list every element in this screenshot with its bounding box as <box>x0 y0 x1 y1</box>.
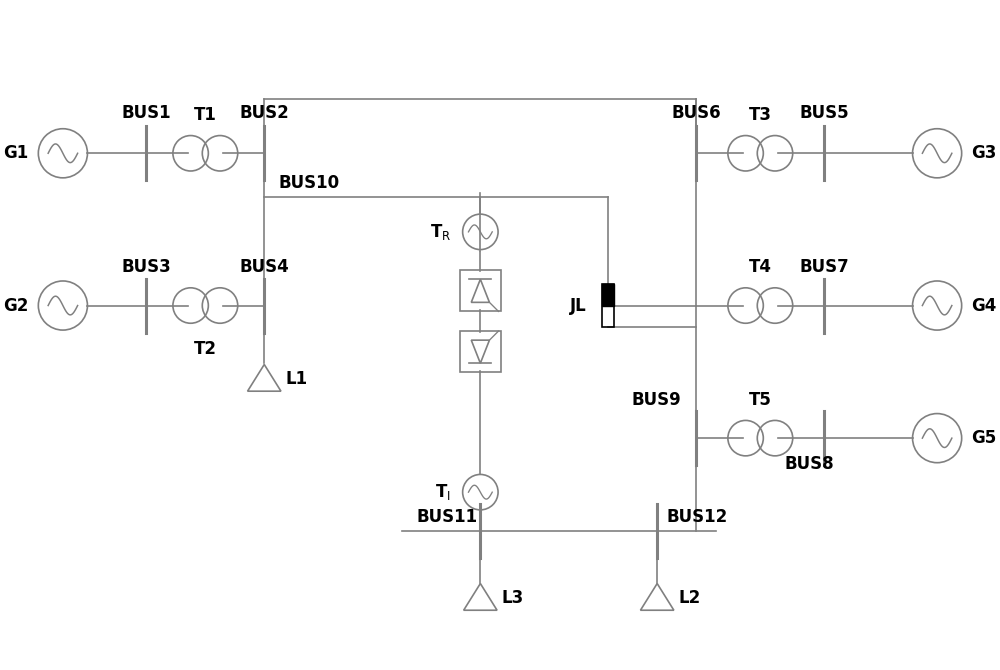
Bar <box>460 270 501 312</box>
Text: BUS3: BUS3 <box>122 258 171 276</box>
Text: BUS2: BUS2 <box>239 104 289 122</box>
Text: G2: G2 <box>3 297 29 314</box>
Text: BUS12: BUS12 <box>667 508 728 525</box>
Text: BUS6: BUS6 <box>672 104 721 122</box>
Text: BUS11: BUS11 <box>417 508 478 525</box>
Text: BUS1: BUS1 <box>122 104 171 122</box>
Text: G4: G4 <box>971 297 997 314</box>
Text: T4: T4 <box>749 258 772 276</box>
Text: L2: L2 <box>679 589 701 607</box>
Text: JL: JL <box>570 297 586 314</box>
Text: G3: G3 <box>971 144 997 162</box>
Bar <box>602 284 614 327</box>
Text: G5: G5 <box>971 429 997 447</box>
Text: T3: T3 <box>749 106 772 124</box>
Text: T1: T1 <box>194 106 217 124</box>
Text: T$_\mathrm{I}$: T$_\mathrm{I}$ <box>435 482 451 502</box>
Text: BUS9: BUS9 <box>632 391 682 409</box>
Text: BUS8: BUS8 <box>785 454 834 472</box>
Text: G1: G1 <box>3 144 29 162</box>
Text: BUS7: BUS7 <box>799 258 849 276</box>
Text: L1: L1 <box>286 371 308 388</box>
Text: BUS10: BUS10 <box>279 174 340 192</box>
Text: T$_\mathrm{R}$: T$_\mathrm{R}$ <box>430 222 451 242</box>
Text: BUS5: BUS5 <box>799 104 849 122</box>
Text: T5: T5 <box>749 391 772 409</box>
Text: L3: L3 <box>502 589 524 607</box>
Text: T2: T2 <box>194 340 217 358</box>
Text: BUS4: BUS4 <box>239 258 289 276</box>
Bar <box>460 331 501 373</box>
Bar <box>602 284 614 306</box>
